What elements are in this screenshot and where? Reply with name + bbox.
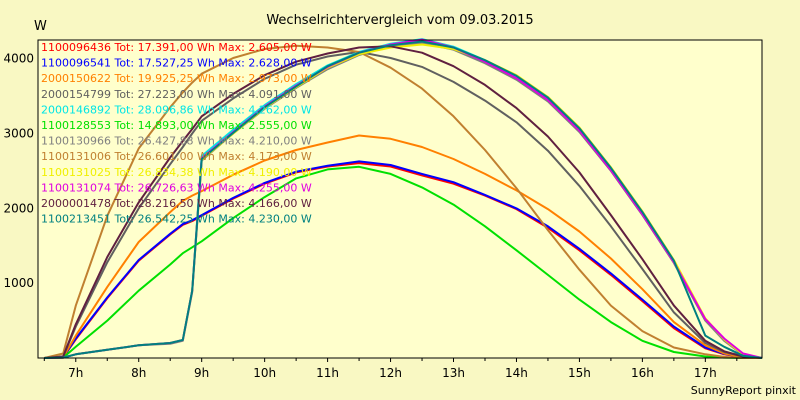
legend-entry-1100128553: 1100128553 Tot: 14.893,00 Wh Max: 2.555,… xyxy=(41,119,312,132)
chart-title: Wechselrichtervergleich vom 09.03.2015 xyxy=(266,13,533,28)
x-tick-label: 15h xyxy=(568,366,591,380)
legend-entry-1100131006: 1100131006 Tot: 26.601,00 Wh Max: 4.173,… xyxy=(41,150,312,163)
x-tick-label: 17h xyxy=(694,366,717,380)
x-tick-label: 12h xyxy=(379,366,402,380)
legend-entry-2000150622: 2000150622 Tot: 19.925,25 Wh Max: 2.973,… xyxy=(41,72,312,85)
x-tick-label: 10h xyxy=(253,366,276,380)
y-tick-label: 3000 xyxy=(3,127,34,141)
y-axis-unit: W xyxy=(34,19,47,34)
legend-entry-1100131074: 1100131074 Tot: 26.726,63 Wh Max: 4.255,… xyxy=(41,181,312,194)
y-tick-label: 2000 xyxy=(3,201,34,215)
footer-credit: SunnyReport pinxit xyxy=(691,384,797,397)
x-tick-label: 9h xyxy=(194,366,209,380)
legend-entry-1100131025: 1100131025 Tot: 26.834,38 Wh Max: 4.190,… xyxy=(41,166,312,179)
legend-entry-1100213451: 1100213451 Tot: 26.542,25 Wh Max: 4.230,… xyxy=(41,213,312,226)
legend-entry-1100130966: 1100130966 Tot: 26.427,88 Wh Max: 4.210,… xyxy=(41,135,312,148)
x-tick-label: 13h xyxy=(442,366,465,380)
x-tick-label: 8h xyxy=(131,366,146,380)
legend-entry-1100096541: 1100096541 Tot: 17.527,25 Wh Max: 2.628,… xyxy=(41,57,312,70)
y-tick-label: 4000 xyxy=(3,52,34,66)
x-tick-label: 14h xyxy=(505,366,528,380)
x-tick-label: 11h xyxy=(316,366,339,380)
x-tick-label: 16h xyxy=(631,366,654,380)
chart: 1000 2000 3000 4000 7h 8h 9h 10h 11h 12h 13h 14h 15h… xyxy=(0,0,800,400)
y-tick-label: 1000 xyxy=(3,276,34,290)
x-tick-label: 7h xyxy=(68,366,83,380)
legend-entry-2000146892: 2000146892 Tot: 28.096,86 Wh Max: 4.262,… xyxy=(41,103,312,116)
legend-entry-1100096436: 1100096436 Tot: 17.391,00 Wh Max: 2.605,… xyxy=(41,41,312,54)
legend-entry-2000154799: 2000154799 Tot: 27.223,00 Wh Max: 4.091,… xyxy=(41,88,312,101)
legend-entry-2000001478: 2000001478 Tot: 28.216,50 Wh Max: 4.166,… xyxy=(41,197,312,210)
